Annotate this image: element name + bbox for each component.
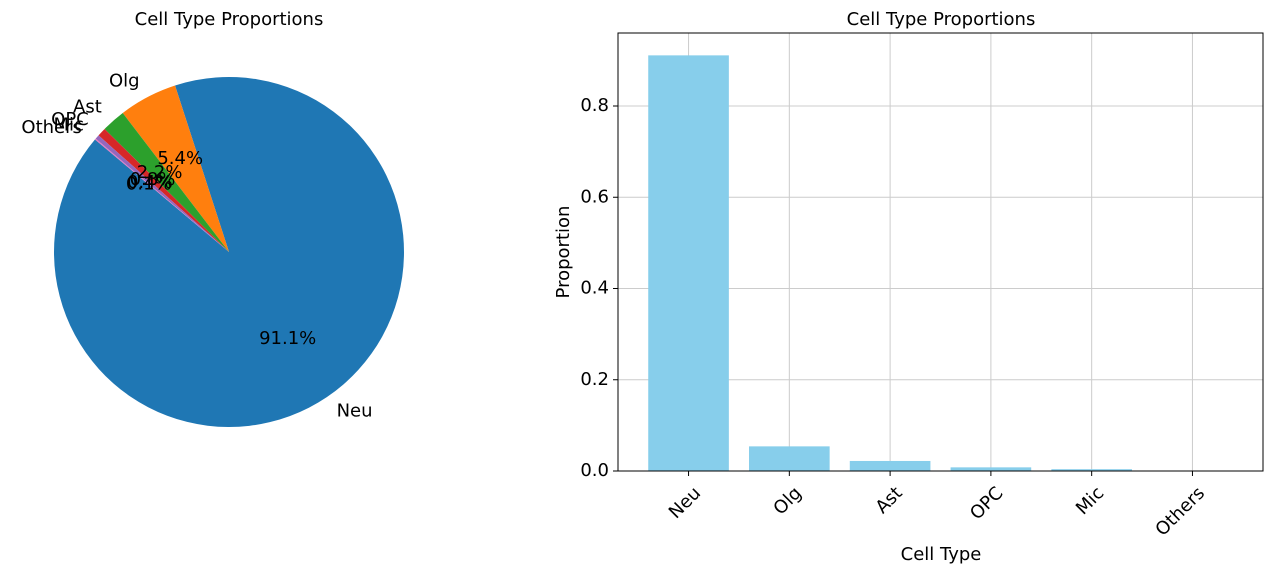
- bar-x-tick-label-mic: Mic: [1072, 483, 1108, 519]
- bar-chart: Cell Type Proportions 0.0 0.2 0.4 0.6 0.8 Ne…: [553, 9, 1264, 565]
- bar-x-tick-label-opc: OPC: [966, 483, 1007, 524]
- bar-y-tick-label: 0.2: [580, 369, 609, 390]
- bar-ast: [849, 460, 931, 471]
- pie-percent-neu: 91.1%: [259, 328, 316, 349]
- pie-percent-others: 0.1%: [126, 173, 172, 194]
- pie-percent-mic: 0.4%: [127, 172, 173, 193]
- pie-label-opc: OPC: [51, 109, 89, 130]
- pie-label-mic: Mic: [53, 115, 83, 136]
- bar-x-axis-label: Cell Type: [901, 544, 982, 565]
- bar-y-tick-label: 0.6: [580, 186, 609, 207]
- pie-title: Cell Type Proportions: [135, 9, 324, 30]
- bar-olg: [749, 446, 830, 471]
- pie-slice-neu: [53, 77, 404, 428]
- bar-x-tick-label-neu: Neu: [665, 483, 705, 523]
- bar-opc: [950, 467, 1032, 471]
- pie-percent-opc: 0.8%: [130, 169, 176, 190]
- bar-y-tick-label: 0.0: [580, 460, 609, 481]
- bar-x-tick-label-olg: Olg: [769, 483, 805, 519]
- pie-label-others: Others: [21, 117, 82, 138]
- bar-y-ticks: 0.0 0.2 0.4 0.6 0.8: [580, 95, 618, 481]
- bar-y-tick-label: 0.8: [580, 95, 609, 116]
- pie-slice-olg: [122, 85, 229, 252]
- pie-percent-olg: 5.4%: [157, 148, 203, 169]
- bar-title: Cell Type Proportions: [847, 9, 1036, 30]
- pie-label-olg: Olg: [109, 71, 140, 92]
- bar-x-tick-label-ast: Ast: [872, 483, 907, 518]
- bar-y-tick-label: 0.4: [580, 278, 609, 299]
- pie-labels: Neu 91.1% Olg 5.4% Ast 2.2% OPC 0.8% Mic 0.4% Othe…: [21, 71, 372, 422]
- bar-x-ticks: Neu Olg Ast OPC Mic Others: [665, 471, 1209, 540]
- bar-bars: [648, 55, 1233, 471]
- pie-slices: [53, 77, 404, 428]
- bar-neu: [648, 55, 729, 471]
- bar-y-axis-label: Proportion: [553, 206, 574, 299]
- pie-percent-ast: 2.2%: [137, 162, 183, 183]
- pie-label-neu: Neu: [337, 401, 373, 422]
- bar-plot-frame: [617, 32, 1264, 472]
- pie-slice-others: [94, 138, 229, 252]
- pie-slice-mic: [95, 135, 230, 252]
- pie-slice-opc: [98, 128, 229, 252]
- bar-mic: [1051, 469, 1132, 471]
- bar-x-tick-label-others: Others: [1151, 483, 1209, 541]
- pie-slice-ast: [104, 112, 229, 252]
- pie-label-ast: Ast: [73, 97, 102, 118]
- pie-chart: Cell Type Proportions Neu 91.1% Olg 5.4% Ast…: [21, 9, 404, 428]
